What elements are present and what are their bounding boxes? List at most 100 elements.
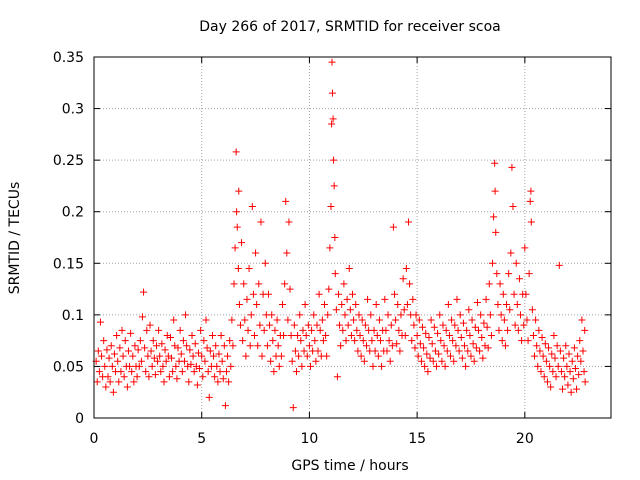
data-point (351, 337, 359, 345)
data-point (434, 329, 442, 337)
data-point (397, 311, 405, 319)
data-point (219, 375, 227, 383)
data-point (353, 326, 361, 334)
data-point (147, 347, 155, 355)
data-point (107, 342, 115, 350)
data-point (440, 342, 448, 350)
data-point (149, 337, 157, 345)
data-point (106, 378, 114, 386)
data-point (131, 342, 139, 350)
data-point (199, 373, 207, 381)
data-point (315, 290, 323, 298)
data-point (256, 321, 264, 329)
data-point (497, 311, 505, 319)
data-point (211, 373, 219, 381)
data-point (581, 326, 589, 334)
data-point (501, 342, 509, 350)
data-point (422, 329, 430, 337)
data-point (314, 347, 322, 355)
data-point (551, 354, 559, 362)
data-point (396, 347, 404, 355)
data-point (333, 373, 341, 381)
data-point (239, 337, 247, 345)
data-point (414, 352, 422, 360)
data-point (301, 301, 309, 309)
data-point (306, 362, 314, 370)
data-point (547, 383, 555, 391)
data-point (493, 270, 501, 278)
data-point (375, 316, 383, 324)
data-point (492, 228, 500, 236)
data-point (197, 326, 205, 334)
x-tick-label: 10 (301, 431, 319, 447)
data-point (491, 159, 499, 167)
data-point (268, 311, 276, 319)
data-point (495, 326, 503, 334)
data-point (571, 364, 579, 372)
data-point (480, 319, 488, 327)
data-point (253, 301, 261, 309)
data-point (273, 316, 281, 324)
data-point (143, 326, 151, 334)
data-point (302, 331, 310, 339)
data-point (142, 368, 150, 376)
data-point (328, 89, 336, 97)
data-point (172, 362, 180, 370)
data-point (337, 342, 345, 350)
data-point (271, 326, 279, 334)
y-tick-label: 0.3 (62, 102, 84, 118)
data-point (161, 346, 169, 354)
data-point (300, 347, 308, 355)
data-point (429, 357, 437, 365)
data-point (133, 373, 141, 381)
data-point (200, 337, 208, 345)
x-tick-label: 15 (408, 431, 426, 447)
data-point (476, 347, 484, 355)
data-point (373, 331, 381, 339)
data-point (176, 326, 184, 334)
data-point (319, 337, 327, 345)
data-point (389, 223, 397, 231)
data-point (468, 316, 476, 324)
data-point (355, 311, 363, 319)
data-point (115, 378, 123, 386)
data-point (221, 402, 229, 410)
data-point (318, 316, 326, 324)
data-point (441, 362, 449, 370)
data-point (285, 218, 293, 226)
data-point (563, 362, 571, 370)
data-point (577, 357, 585, 365)
data-point (170, 316, 178, 324)
data-point (299, 326, 307, 334)
data-point (145, 373, 153, 381)
data-point (304, 321, 312, 329)
data-point (554, 362, 562, 370)
data-point (110, 350, 118, 358)
data-point (486, 311, 494, 319)
data-point (415, 316, 423, 324)
data-point (215, 350, 223, 358)
data-point (330, 156, 338, 164)
data-point (565, 350, 573, 358)
data-point (574, 352, 582, 360)
data-point (444, 301, 452, 309)
data-point (303, 352, 311, 360)
data-point (213, 362, 221, 370)
data-point (428, 340, 436, 348)
data-point (191, 340, 199, 348)
data-point (580, 368, 588, 376)
data-point (180, 357, 188, 365)
data-point (484, 344, 492, 352)
data-point (509, 203, 517, 211)
data-point (463, 326, 471, 334)
y-tick-label: 0.35 (53, 50, 84, 66)
data-point (465, 306, 473, 314)
data-point (381, 295, 389, 303)
data-point (443, 347, 451, 355)
data-point (169, 368, 177, 376)
data-point (257, 218, 265, 226)
data-point (424, 368, 432, 376)
data-point (229, 342, 237, 350)
data-point (403, 301, 411, 309)
data-point (568, 357, 576, 365)
